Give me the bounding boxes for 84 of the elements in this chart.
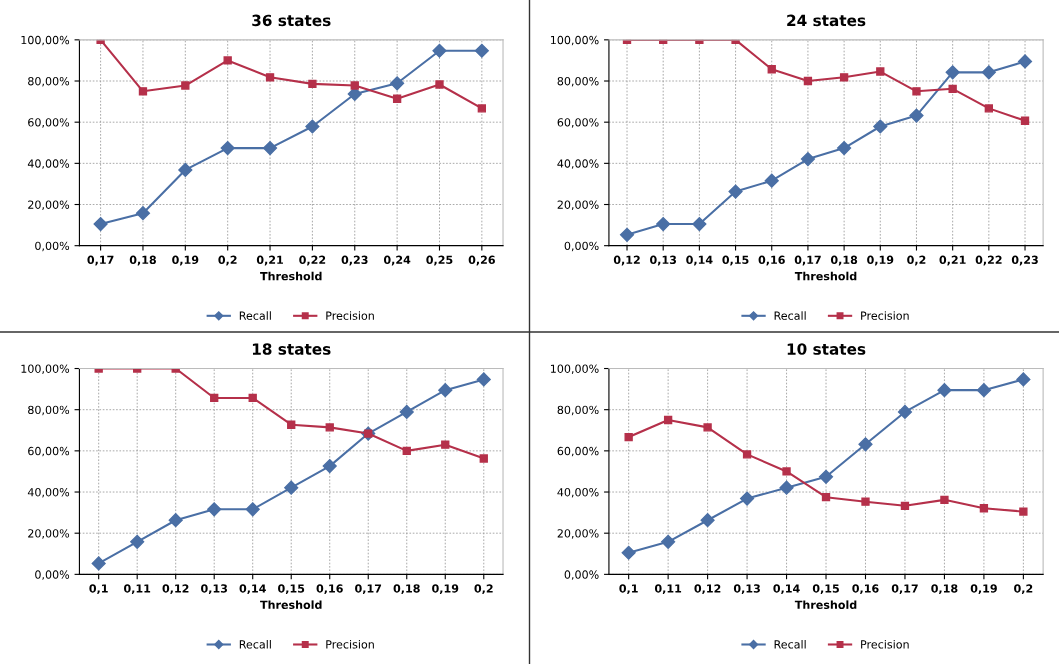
y-tick-label: 40,00% [557, 159, 599, 169]
y-tick-label: 20,00% [557, 200, 599, 211]
y-tick-label: 60,00% [557, 118, 599, 128]
x-tick-label: 0,2 [907, 255, 926, 266]
legend-label: Precision [326, 639, 374, 649]
x-tick-label: 0,23 [341, 255, 368, 266]
y-tick-label: 0,00% [564, 241, 599, 252]
x-tick-label: 0,22 [299, 255, 326, 266]
legend-label: Precision [326, 311, 374, 320]
x-tick-label: 0,14 [773, 584, 800, 595]
x-tick-label: 0,16 [852, 584, 879, 595]
y-tick-label: 40,00% [557, 488, 599, 498]
x-tick-label: 0,14 [686, 255, 713, 266]
y-tick-label: 40,00% [27, 159, 70, 169]
y-tick-label: 100,00% [550, 35, 599, 46]
x-tick-label: 0,18 [830, 255, 858, 266]
y-tick-label: 100,00% [21, 364, 70, 375]
legend-label: Precision [861, 639, 909, 649]
legend-label: Recall [239, 639, 271, 649]
legend-label: Recall [774, 311, 806, 320]
y-tick-label: 20,00% [28, 529, 70, 539]
x-tick-label: 0,2 [218, 255, 237, 266]
y-tick-label: 100,00% [550, 364, 599, 375]
x-tick-label: 0,2 [1014, 584, 1033, 595]
y-tick-label: 60,00% [28, 118, 70, 128]
x-tick-label: 0,26 [468, 255, 495, 266]
x-tick-label: 0,15 [812, 584, 839, 595]
y-tick-label: 80,00% [28, 405, 70, 416]
x-tick-label: 0,17 [355, 584, 382, 595]
x-tick-label: 0,16 [758, 255, 785, 266]
chart-title: 18 states [252, 343, 331, 355]
y-tick-label: 60,00% [557, 446, 599, 457]
x-tick-label: 0,1 [619, 584, 638, 595]
y-tick-label: 0,00% [564, 570, 599, 580]
x-tick-label: 0,21 [939, 255, 966, 266]
x-tick-label: 0,15 [278, 584, 305, 595]
x-axis-title: Threshold [794, 600, 857, 609]
x-tick-label: 0,25 [426, 255, 453, 266]
y-tick-label: 20,00% [28, 200, 70, 211]
x-tick-label: 0,1 [89, 584, 108, 595]
x-tick-label: 0,13 [201, 584, 228, 595]
chart-title: 10 states [787, 343, 866, 355]
x-tick-label: 0,12 [694, 584, 721, 595]
legend-label: Recall [239, 311, 271, 320]
x-tick-label: 0,2 [474, 584, 493, 595]
x-tick-label: 0,18 [931, 584, 958, 595]
x-tick-label: 0,11 [654, 584, 682, 595]
x-tick-label: 0,12 [613, 255, 640, 266]
x-tick-label: 0,18 [393, 584, 420, 595]
x-tick-label: 0,12 [162, 584, 189, 595]
y-tick-label: 100,00% [21, 35, 70, 46]
x-tick-label: 0,22 [975, 255, 1002, 266]
x-axis-title: Threshold [794, 271, 857, 281]
y-tick-label: 0,00% [35, 241, 70, 252]
x-axis-title: Threshold [260, 600, 322, 609]
x-tick-label: 0,17 [794, 255, 821, 266]
x-tick-label: 0,11 [124, 584, 151, 595]
x-tick-label: 0,19 [432, 584, 459, 595]
y-tick-label: 0,00% [35, 570, 70, 580]
x-tick-label: 0,23 [1011, 255, 1038, 266]
legend-label: Recall [774, 639, 806, 649]
y-tick-label: 80,00% [28, 76, 70, 87]
y-tick-label: 80,00% [557, 405, 599, 416]
y-tick-label: 80,00% [557, 76, 599, 87]
y-tick-label: 60,00% [28, 446, 70, 457]
x-tick-label: 0,19 [867, 255, 894, 266]
x-tick-label: 0,21 [256, 255, 283, 266]
chart-title: 24 states [787, 14, 866, 27]
x-tick-label: 0,19 [172, 255, 199, 266]
x-axis-title: Threshold [260, 271, 322, 281]
x-tick-label: 0,17 [891, 584, 918, 595]
x-tick-label: 0,13 [733, 584, 760, 595]
x-tick-label: 0,17 [87, 255, 114, 266]
x-tick-label: 0,15 [722, 255, 749, 266]
x-tick-label: 0,18 [129, 255, 156, 266]
x-tick-label: 0,24 [383, 255, 411, 266]
x-tick-label: 0,19 [970, 584, 997, 595]
x-tick-label: 0,14 [239, 584, 266, 595]
chart-title: 36 states [252, 14, 331, 27]
legend-label: Precision [861, 311, 909, 320]
y-tick-label: 40,00% [27, 488, 70, 498]
y-tick-label: 20,00% [557, 529, 599, 539]
x-tick-label: 0,16 [316, 584, 343, 595]
x-tick-label: 0,13 [650, 255, 677, 266]
